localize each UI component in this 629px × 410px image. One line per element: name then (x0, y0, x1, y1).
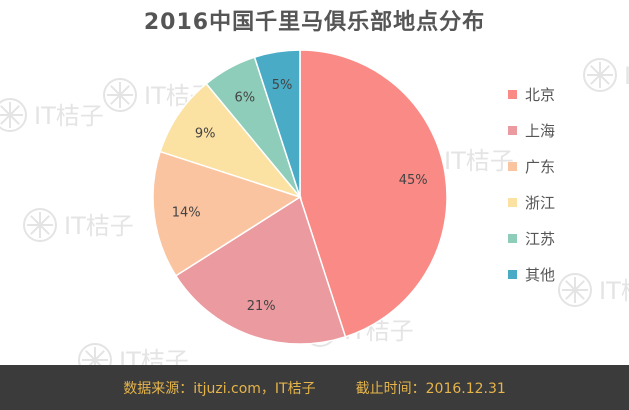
legend-item: 上海 (508, 112, 555, 148)
legend-item: 江苏 (508, 220, 555, 256)
slice-label: 45% (399, 173, 428, 188)
pie-slice (299, 49, 448, 338)
slice-label: 14% (172, 205, 201, 220)
data-source-text: 数据来源：itjuzi.com，IT桔子 (123, 380, 316, 397)
legend-swatch (508, 161, 517, 171)
legend-swatch (508, 197, 517, 207)
legend-label: 上海 (525, 121, 556, 140)
chart-title: 2016中国千里马俱乐部地点分布 (143, 10, 486, 35)
slice-label: 21% (247, 299, 276, 314)
source-footer: 数据来源：itjuzi.com，IT桔子 截止时间：2016.12.31 (0, 365, 629, 410)
legend-item: 北京 (508, 76, 555, 112)
legend-label: 其他 (525, 265, 556, 284)
pie-slice (253, 49, 301, 198)
slice-label: 5% (272, 78, 293, 93)
pie-slice (174, 195, 347, 345)
pie-chart: 45% 21% 14% 9% 6% 5% (152, 49, 448, 345)
slice-label: 6% (234, 91, 255, 106)
legend-label: 浙江 (525, 193, 556, 212)
legend-label: 广东 (525, 157, 556, 176)
deadline-text: 截止时间：2016.12.31 (355, 380, 506, 397)
pie-slice (159, 82, 303, 199)
legend-label: 北京 (525, 85, 556, 104)
legend-item: 浙江 (508, 184, 555, 220)
legend-swatch (508, 89, 517, 99)
slice-label: 9% (195, 127, 216, 142)
legend-swatch (508, 269, 517, 279)
legend-swatch (508, 125, 517, 135)
pie-slice (152, 150, 302, 277)
legend-item: 广东 (508, 148, 555, 184)
chart-legend: 北京上海广东浙江江苏其他 (508, 76, 555, 292)
legend-item: 其他 (508, 256, 555, 292)
legend-label: 江苏 (525, 229, 556, 248)
legend-swatch (508, 233, 517, 243)
